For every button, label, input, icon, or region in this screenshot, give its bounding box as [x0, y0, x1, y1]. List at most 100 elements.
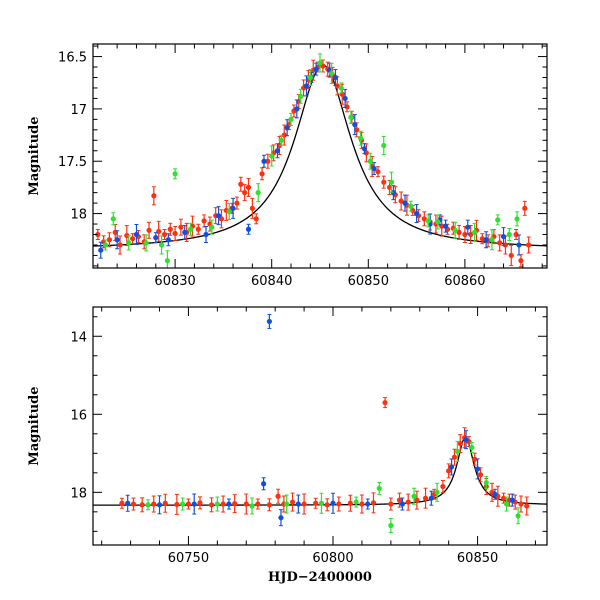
data-point — [477, 472, 484, 478]
data-point — [117, 242, 123, 248]
data-point — [456, 229, 462, 236]
data-point — [289, 499, 296, 505]
top-light-curve-panel: 60830 60840 60850 60860 16.5 17 17.5 18 Magnitud… — [27, 43, 548, 289]
y-tick-label: 18 — [70, 486, 87, 501]
data-point — [261, 481, 267, 487]
data-point — [483, 479, 489, 486]
data-point — [454, 448, 460, 454]
data-point — [371, 165, 377, 172]
data-point — [197, 500, 203, 506]
data-point — [156, 228, 162, 234]
data-point — [324, 502, 330, 508]
data-point — [172, 171, 178, 177]
data-point — [462, 231, 468, 238]
data-point — [275, 493, 281, 499]
data-point — [164, 258, 170, 264]
data-point — [313, 500, 319, 506]
data-point — [114, 237, 120, 243]
data-point — [255, 190, 261, 196]
data-layer — [93, 313, 547, 533]
data-point — [381, 179, 387, 185]
data-point — [448, 464, 455, 470]
data-point — [203, 231, 209, 238]
axis-ticks — [93, 307, 547, 545]
data-point — [265, 158, 271, 164]
data-point — [230, 205, 236, 211]
data-point — [284, 501, 290, 507]
data-point — [338, 85, 344, 91]
data-point — [125, 500, 131, 506]
data-point — [471, 229, 478, 236]
data-point — [359, 501, 365, 507]
data-point — [354, 127, 360, 133]
series-1 — [125, 313, 515, 527]
x-axis-title: HJD−2400000 — [268, 570, 372, 585]
data-point — [261, 158, 267, 164]
data-point — [215, 213, 222, 219]
data-point — [269, 153, 275, 159]
model-curve — [93, 64, 547, 247]
data-point — [414, 497, 420, 503]
series-2 — [102, 53, 520, 268]
data-point — [284, 125, 290, 131]
data-point — [110, 216, 116, 222]
data-point — [508, 252, 514, 259]
data-point — [174, 501, 180, 508]
data-point — [396, 497, 403, 503]
data-point — [249, 503, 255, 509]
data-point — [408, 203, 414, 209]
data-point — [298, 93, 304, 99]
data-point — [178, 224, 184, 230]
data-point — [234, 200, 240, 206]
data-point — [281, 132, 287, 138]
data-point — [339, 91, 345, 97]
data-point — [500, 233, 507, 240]
data-point — [413, 210, 420, 217]
data-point — [474, 466, 481, 472]
data-point — [518, 501, 524, 507]
data-point — [411, 493, 417, 499]
data-point — [172, 230, 178, 237]
x-tick-label: 60860 — [444, 274, 485, 289]
x-tick-label: 60750 — [168, 551, 209, 566]
series-1 — [98, 62, 522, 259]
data-point — [165, 237, 171, 243]
data-point — [361, 146, 368, 152]
data-point — [435, 219, 441, 225]
data-point — [126, 240, 132, 246]
data-point — [388, 179, 395, 185]
data-point — [249, 205, 255, 211]
data-point — [483, 237, 489, 243]
data-point — [492, 491, 498, 497]
data-point — [119, 500, 125, 506]
series-2 — [145, 440, 521, 533]
data-point — [524, 503, 530, 509]
data-point — [428, 495, 434, 501]
x-tick-label: 60840 — [251, 274, 292, 289]
data-point — [238, 181, 244, 187]
data-point — [388, 501, 394, 507]
data-point — [514, 216, 520, 222]
data-point — [509, 497, 515, 503]
data-point — [151, 193, 157, 199]
data-point — [344, 104, 350, 110]
data-point — [95, 231, 101, 238]
y-tick-label: 16.5 — [58, 51, 87, 66]
data-point — [515, 513, 521, 519]
data-point — [185, 501, 192, 507]
data-point — [158, 242, 165, 248]
data-point — [208, 502, 215, 508]
data-point — [446, 468, 452, 474]
data-point — [232, 501, 238, 507]
data-point — [463, 437, 469, 443]
data-point — [398, 198, 404, 204]
data-point — [388, 522, 394, 529]
data-point — [465, 224, 471, 230]
data-point — [294, 106, 300, 112]
data-point — [139, 502, 145, 508]
data-layer — [93, 53, 547, 268]
data-point — [295, 501, 301, 507]
data-point — [370, 500, 377, 506]
data-point — [501, 495, 507, 501]
data-point — [425, 218, 431, 224]
